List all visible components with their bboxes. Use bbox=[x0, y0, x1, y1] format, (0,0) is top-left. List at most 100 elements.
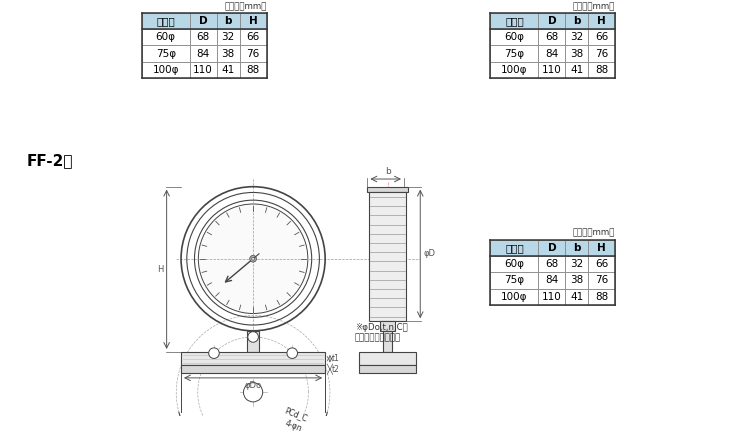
Text: （単位：mm）: （単位：mm） bbox=[224, 2, 267, 11]
Bar bbox=[588, 29, 615, 45]
Text: （単位：mm）: （単位：mm） bbox=[573, 229, 615, 238]
Text: 60φ: 60φ bbox=[504, 32, 525, 42]
Bar bbox=[588, 256, 615, 272]
Bar bbox=[538, 239, 565, 256]
Text: 大きさ: 大きさ bbox=[505, 243, 524, 253]
Text: 75φ: 75φ bbox=[504, 275, 525, 286]
Text: 76: 76 bbox=[246, 49, 260, 59]
Bar bbox=[588, 289, 615, 305]
Bar bbox=[190, 29, 217, 45]
Text: 110: 110 bbox=[542, 292, 562, 302]
Text: D: D bbox=[547, 16, 556, 26]
Text: t2: t2 bbox=[332, 365, 340, 374]
Bar bbox=[538, 62, 565, 78]
Bar bbox=[359, 352, 417, 365]
Text: 38: 38 bbox=[221, 49, 235, 59]
Bar bbox=[588, 272, 615, 289]
Text: 66: 66 bbox=[595, 259, 609, 269]
Text: 66: 66 bbox=[595, 32, 609, 42]
Text: 100φ: 100φ bbox=[153, 65, 179, 75]
Bar bbox=[565, 13, 588, 29]
Text: 84: 84 bbox=[545, 49, 559, 59]
Bar bbox=[538, 272, 565, 289]
Bar bbox=[383, 331, 393, 352]
Bar bbox=[565, 45, 588, 62]
Bar bbox=[380, 321, 396, 331]
Bar bbox=[217, 45, 239, 62]
Text: 68: 68 bbox=[545, 32, 559, 42]
Text: 68: 68 bbox=[545, 259, 559, 269]
Text: 32: 32 bbox=[221, 32, 235, 42]
Text: 110: 110 bbox=[542, 65, 562, 75]
Text: 76: 76 bbox=[595, 49, 609, 59]
Text: FF-2型: FF-2型 bbox=[26, 153, 73, 168]
Text: 88: 88 bbox=[595, 292, 609, 302]
Bar bbox=[491, 272, 538, 289]
Bar bbox=[538, 256, 565, 272]
Text: 32: 32 bbox=[570, 259, 584, 269]
Text: 38: 38 bbox=[570, 275, 584, 286]
Text: H: H bbox=[157, 265, 164, 274]
Bar bbox=[588, 239, 615, 256]
Bar bbox=[538, 45, 565, 62]
Text: b: b bbox=[573, 16, 581, 26]
Bar bbox=[491, 239, 538, 256]
Bar bbox=[217, 13, 239, 29]
Bar bbox=[181, 365, 325, 373]
Bar bbox=[190, 13, 217, 29]
Text: φDo: φDo bbox=[245, 381, 262, 390]
Bar bbox=[142, 29, 190, 45]
Text: H: H bbox=[248, 16, 257, 26]
Bar bbox=[190, 62, 217, 78]
Text: 88: 88 bbox=[595, 65, 609, 75]
Bar bbox=[190, 45, 217, 62]
Text: 60φ: 60φ bbox=[504, 259, 525, 269]
Bar bbox=[538, 29, 565, 45]
Text: 32: 32 bbox=[570, 32, 584, 42]
Text: PCd_C: PCd_C bbox=[284, 406, 309, 423]
Text: b: b bbox=[224, 16, 232, 26]
Bar bbox=[181, 352, 325, 365]
Text: b: b bbox=[573, 243, 581, 253]
Circle shape bbox=[251, 337, 255, 341]
Bar bbox=[239, 62, 267, 78]
Text: 110: 110 bbox=[193, 65, 213, 75]
Bar bbox=[142, 13, 190, 29]
Circle shape bbox=[244, 383, 263, 402]
Text: 41: 41 bbox=[570, 65, 584, 75]
Text: 60φ: 60φ bbox=[156, 32, 176, 42]
Text: 4-φn: 4-φn bbox=[284, 419, 303, 432]
Text: D: D bbox=[199, 16, 208, 26]
Text: t1: t1 bbox=[332, 354, 340, 363]
Text: ※φDo,t,n,Cは
下記フランジ表参照: ※φDo,t,n,Cは 下記フランジ表参照 bbox=[355, 323, 408, 343]
Circle shape bbox=[250, 255, 257, 262]
Bar bbox=[359, 365, 417, 373]
Bar bbox=[565, 289, 588, 305]
Bar bbox=[491, 289, 538, 305]
Text: 100φ: 100φ bbox=[501, 65, 528, 75]
Bar bbox=[565, 239, 588, 256]
Text: 88: 88 bbox=[246, 65, 260, 75]
Bar bbox=[565, 29, 588, 45]
Circle shape bbox=[251, 257, 254, 260]
Bar bbox=[565, 62, 588, 78]
Text: 41: 41 bbox=[570, 292, 584, 302]
Bar bbox=[491, 45, 538, 62]
Bar bbox=[538, 289, 565, 305]
Circle shape bbox=[199, 204, 308, 314]
Bar bbox=[217, 29, 239, 45]
Text: 75φ: 75φ bbox=[504, 49, 525, 59]
Text: 66: 66 bbox=[246, 32, 260, 42]
Bar bbox=[588, 62, 615, 78]
Bar bbox=[588, 45, 615, 62]
Text: H: H bbox=[597, 16, 606, 26]
Bar bbox=[142, 45, 190, 62]
Bar bbox=[239, 29, 267, 45]
Text: 84: 84 bbox=[196, 49, 210, 59]
Bar bbox=[142, 62, 190, 78]
Text: 84: 84 bbox=[545, 275, 559, 286]
Bar bbox=[491, 29, 538, 45]
Text: b: b bbox=[385, 167, 390, 176]
Bar bbox=[588, 13, 615, 29]
Bar bbox=[217, 62, 239, 78]
